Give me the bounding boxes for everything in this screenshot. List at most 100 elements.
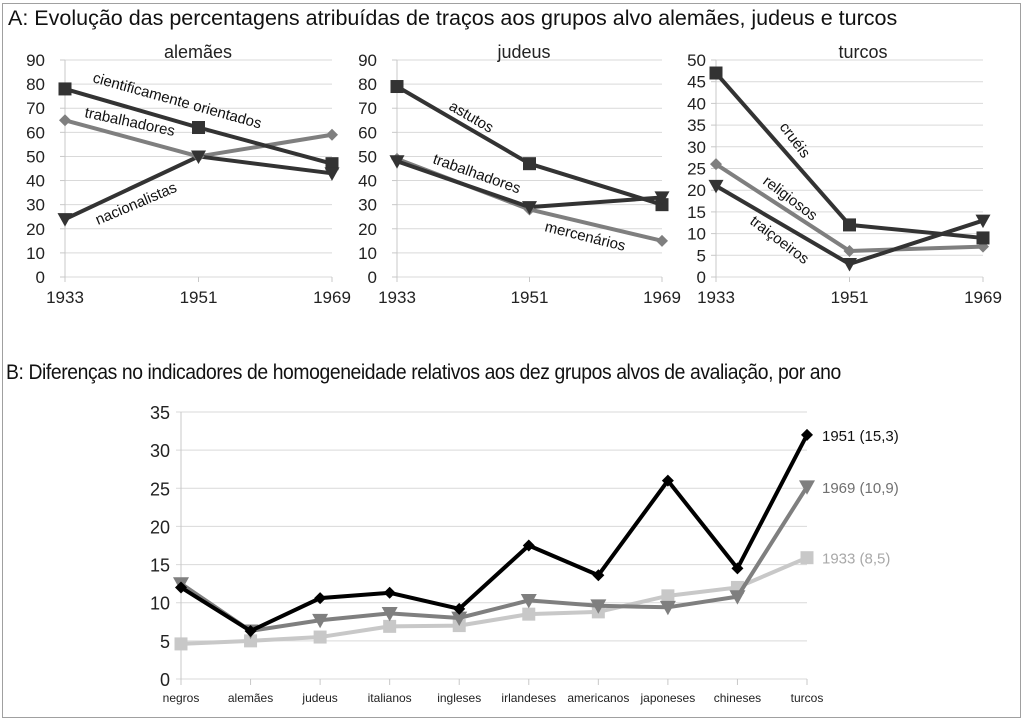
data-point [843,244,856,257]
x-tick-label: 1951 [831,288,869,307]
data-point [59,114,71,127]
y-tick-label: 90 [26,51,45,70]
legend-label: 1933 (8,5) [822,551,890,568]
data-point [244,634,258,648]
series-line [180,555,808,646]
y-tick-label: 0 [368,268,377,287]
y-tick-label: 0 [36,268,45,287]
data-point [710,158,722,171]
y-tick-label: 90 [358,51,377,70]
y-tick-label: 20 [358,220,377,239]
data-point [244,624,257,637]
data-point [800,551,814,565]
data-point [313,630,327,644]
y-tick-label: 20 [687,181,706,200]
data-point [381,606,398,622]
data-point [174,637,188,651]
section-a-title: A: Evolução das percentagens atribuídas … [8,6,898,30]
y-tick-label: 10 [687,225,706,244]
data-point [842,257,857,272]
legend-label: 1969 (10,9) [822,480,899,497]
data-point [731,562,744,575]
y-tick-label: 0 [160,670,170,690]
data-point [324,167,340,181]
y-tick-label: 10 [358,244,377,263]
legend-label: 1951 (15,3) [822,428,899,445]
data-point [325,157,339,171]
data-point [451,611,468,626]
data-point [659,600,676,616]
data-point [523,157,536,171]
y-tick-label: 5 [160,632,170,652]
x-tick-label: americanos [567,691,629,705]
panel-title: turcos [838,42,887,62]
y-tick-label: 40 [26,172,45,191]
x-tick-label: 1933 [378,288,416,307]
data-point [799,480,815,495]
data-point [661,474,674,487]
x-tick-label: italianos [368,691,412,705]
y-tick-label: 5 [697,246,706,265]
x-tick-label: 1969 [643,288,681,307]
figure-frame [2,3,1021,718]
y-tick-label: 25 [150,479,170,499]
x-tick-label: ingleses [437,691,481,705]
y-tick-label: 70 [358,99,377,118]
data-point [57,213,73,227]
data-point [729,590,746,605]
y-tick-label: 80 [358,75,377,94]
data-point [389,155,405,169]
panel-homogeneidade: 0 5 10 15 20 25 30 35 negros alemães judeus italian… [150,403,899,705]
panel-title: judeus [496,42,550,62]
data-point [522,607,536,621]
x-tick-label: 1933 [46,288,84,307]
data-point [383,619,397,633]
panel-title: alemães [164,42,232,62]
data-point [708,179,724,194]
y-tick-label: 30 [150,441,170,461]
y-tick-label: 30 [687,138,706,157]
y-tick-label: 40 [687,94,706,113]
data-point [192,121,205,135]
data-point [522,539,535,552]
y-tick-label: 0 [697,268,706,287]
x-tick-label: irlandeses [501,691,556,705]
x-tick-label: 1933 [697,288,735,307]
y-tick-label: 30 [358,196,377,215]
data-point [843,218,856,232]
y-tick-label: 50 [26,147,45,166]
y-tick-label: 15 [687,203,706,222]
x-tick-label: judeus [301,691,337,705]
data-point [312,613,329,629]
data-point [709,66,723,80]
data-point [801,428,813,441]
data-point [175,581,187,594]
data-point [520,594,537,609]
series-line [179,433,809,634]
x-tick-label: turcos [791,691,824,705]
y-tick-label: 50 [687,51,706,70]
y-tick-label: 10 [26,244,45,263]
data-point [590,599,607,614]
y-tick-label: 20 [26,220,45,239]
data-point [654,191,670,205]
data-point [522,201,537,215]
x-tick-label: negros [163,691,200,705]
section-b-title: B: Diferenças no indicadores de homogene… [6,360,841,384]
series-line [179,485,809,634]
y-tick-label: 70 [26,99,45,118]
data-point [58,82,72,96]
y-tick-label: 10 [150,594,170,614]
x-tick-label: 1951 [511,288,549,307]
data-point [453,602,466,615]
y-tick-label: 15 [150,556,170,576]
y-tick-label: 40 [358,172,377,191]
series-line [395,84,663,207]
x-tick-label: chineses [714,691,761,705]
data-point [592,569,605,582]
y-tick-label: 60 [358,123,377,142]
data-point [976,231,990,245]
y-tick-label: 80 [26,75,45,94]
